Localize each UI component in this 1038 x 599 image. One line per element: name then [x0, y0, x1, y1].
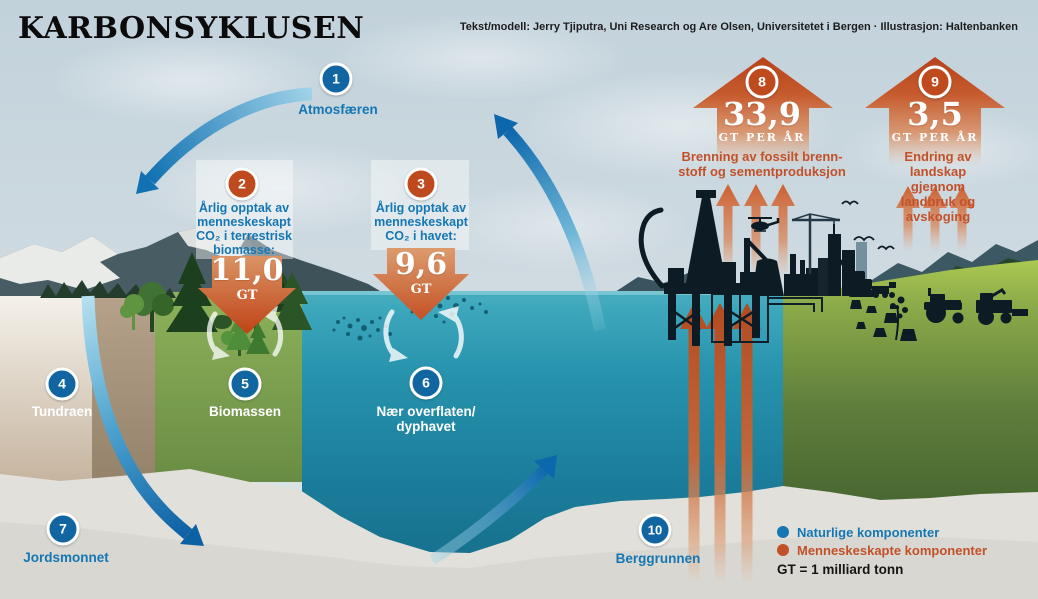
value-terrestrial-uptake: 11,0 [210, 253, 284, 288]
cloud [330, 15, 630, 100]
landuse-emission-big-arrow [865, 57, 1005, 166]
label-surface-deep-ocean: Nær overflaten/ dyphavet [376, 404, 476, 434]
legend: Naturlige komponenter Menneskeskapte kom… [777, 523, 987, 577]
label-terrestrial-uptake: Årlig opptak av menneskeskapt CO₂ i terr… [196, 201, 292, 257]
label-tundra: Tundraen [31, 404, 93, 419]
flare-boom [638, 207, 665, 289]
birds-icon [841, 200, 895, 251]
marker-1-atmosphere: 1 [319, 62, 353, 96]
caption-fossil-emissions: Brenning av fossilt brenn- stoff og seme… [678, 149, 846, 179]
unit-fossil-emissions: GT PER ÅR [718, 131, 806, 144]
marker-number: 6 [422, 374, 430, 391]
extraction-arrows [680, 303, 761, 583]
sapling [890, 296, 908, 341]
landuse-emission-arrows [896, 186, 974, 252]
marker-3-ocean-uptake: 3 [404, 167, 438, 201]
factory [784, 254, 828, 296]
uptake-terrestrial-arrow [196, 160, 296, 334]
value-fossil-emissions: 33,9 [723, 95, 801, 133]
human-components-dot-icon [777, 544, 789, 556]
marker-number: 5 [241, 375, 249, 392]
marker-8-fossil-emissions: 8 [745, 65, 779, 99]
marker-number: 9 [931, 73, 939, 90]
farmland-block [783, 260, 1038, 505]
bedrock [0, 469, 1038, 599]
marker-number: 4 [58, 375, 66, 392]
unit-landuse-emissions: GT PER ÅR [891, 131, 979, 144]
helicopter-icon [748, 217, 780, 232]
natural-components-dot-icon [777, 526, 789, 538]
marker-number: 8 [758, 73, 766, 90]
marker-6-surface-deep-ocean: 6 [409, 366, 443, 400]
industry-silhouette [638, 190, 1028, 346]
marker-number: 7 [59, 520, 67, 537]
label-atmosphere: Atmosfæren [298, 102, 378, 117]
cloud [50, 35, 330, 125]
harvester [976, 288, 1028, 325]
cooling-tower [752, 258, 784, 296]
dump-truck [872, 282, 896, 298]
excavator [830, 259, 876, 297]
marker-7-soil: 7 [46, 512, 80, 546]
label-bedrock: Berggrunnen [615, 551, 701, 566]
snow-cap [178, 226, 252, 260]
label-biomass: Biomassen [208, 404, 282, 419]
fossil-emission-big-arrow [693, 57, 833, 166]
ocean [302, 291, 783, 561]
value-ocean-uptake: 9,6 [394, 247, 448, 282]
marker-number: 2 [238, 175, 246, 192]
atmosphere-to-land-arrow [136, 87, 313, 194]
legend-natural-label: Naturlige komponenter [797, 524, 940, 540]
bedrock-to-ocean-arrow [429, 455, 557, 565]
unit-terrestrial-uptake: GT [236, 288, 258, 303]
marker-5-biomass: 5 [228, 367, 262, 401]
natural-cycle-arrows [81, 87, 606, 565]
marker-number: 3 [417, 175, 425, 192]
legend-note: GT = 1 milliard tonn [777, 562, 904, 577]
ocean-to-atmosphere-arrow [494, 114, 606, 332]
marker-number: 10 [647, 522, 663, 538]
marker-2-terrestrial-uptake: 2 [225, 167, 259, 201]
marker-10-bedrock: 10 [638, 513, 672, 547]
legend-human-label: Menneskeskapte komponenter [797, 542, 988, 558]
uptake-ocean-arrow [371, 160, 469, 320]
marker-number: 1 [332, 70, 340, 87]
tractor [924, 288, 964, 324]
page-title: KARBONSYKLUSEN [18, 11, 365, 46]
caption-landuse-emissions: Endring av landskap gjennom landbruk og … [900, 149, 976, 224]
oil-platform [638, 190, 772, 346]
legend-human: Menneskeskapte komponenter [777, 541, 987, 559]
unit-ocean-uptake: GT [410, 282, 432, 297]
value-landuse-emissions: 3,5 [907, 95, 963, 133]
marker-9-landuse-emissions: 9 [918, 65, 952, 99]
label-soil: Jordsmonnet [23, 550, 109, 565]
land-to-bedrock-arrow [81, 295, 204, 546]
legend-natural: Naturlige komponenter [777, 523, 987, 541]
marker-4-tundra: 4 [45, 367, 79, 401]
ocean-cycle-icon [383, 306, 464, 362]
label-ocean-uptake: Årlig opptak av menneskeskapt CO₂ i have… [374, 201, 468, 243]
cloud [430, 180, 690, 270]
snow-cap [0, 236, 120, 290]
credit-line: Tekst/modell: Jerry Tjiputra, Uni Resear… [459, 21, 1018, 33]
